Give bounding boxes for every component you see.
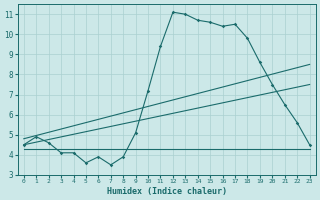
X-axis label: Humidex (Indice chaleur): Humidex (Indice chaleur) [107,187,227,196]
